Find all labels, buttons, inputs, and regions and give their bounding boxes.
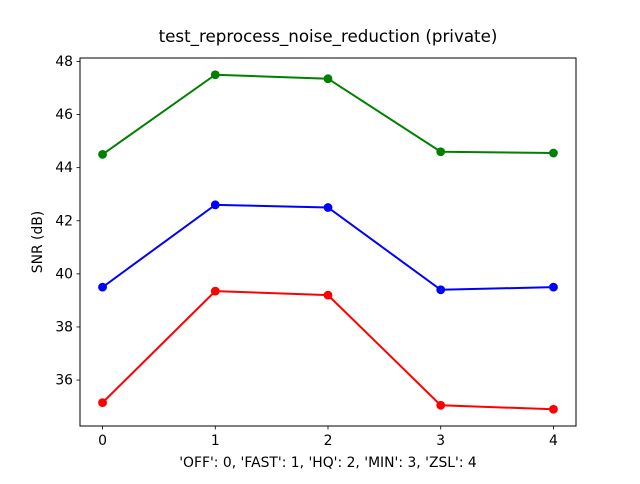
blue-line-marker bbox=[98, 282, 107, 292]
green-line-marker bbox=[210, 70, 220, 80]
y-tick-label: 46 bbox=[55, 107, 73, 123]
x-tick-label: 1 bbox=[211, 433, 220, 449]
x-tick-label: 2 bbox=[324, 433, 333, 449]
green-line-marker bbox=[549, 148, 558, 158]
blue-line-marker bbox=[549, 282, 558, 292]
blue-line-marker bbox=[436, 285, 446, 295]
x-axis-label: 'OFF': 0, 'FAST': 1, 'HQ': 2, 'MIN': 3, … bbox=[179, 455, 477, 471]
y-tick-label: 48 bbox=[55, 54, 73, 70]
red-line-marker bbox=[436, 400, 446, 410]
green-line-marker bbox=[436, 147, 446, 157]
blue-line-marker bbox=[210, 200, 220, 210]
blue-line-marker bbox=[323, 203, 333, 212]
green-line-marker bbox=[323, 74, 333, 84]
x-tick-label: 0 bbox=[98, 433, 107, 449]
y-axis-label: SNR (dB) bbox=[30, 211, 46, 273]
x-tick-label: 3 bbox=[436, 433, 445, 449]
data-series bbox=[98, 70, 558, 414]
x-tick-label: 4 bbox=[549, 433, 558, 449]
red-line-marker bbox=[210, 286, 220, 296]
green-line-marker bbox=[98, 149, 107, 159]
y-tick-label: 42 bbox=[55, 213, 73, 229]
red-line-marker bbox=[549, 404, 558, 414]
red-line-marker bbox=[98, 398, 107, 408]
chart-title: test_reprocess_noise_reduction (private) bbox=[159, 26, 498, 47]
y-tick-label: 40 bbox=[55, 266, 73, 282]
red-line-marker bbox=[323, 290, 333, 300]
y-tick-label: 44 bbox=[55, 160, 73, 176]
y-tick-label: 38 bbox=[55, 319, 73, 335]
y-tick-label: 36 bbox=[55, 373, 73, 389]
